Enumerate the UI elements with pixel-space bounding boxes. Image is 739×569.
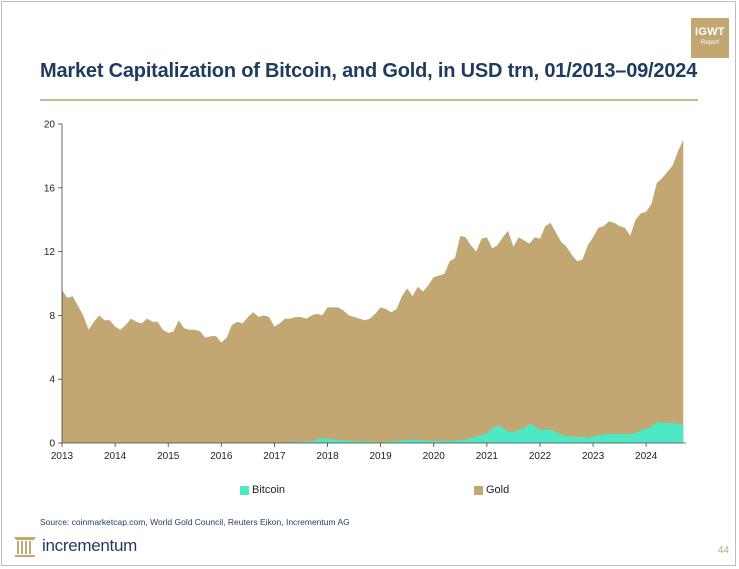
x-tick-label: 2018 — [316, 451, 339, 462]
logo-text: incrementum — [42, 536, 137, 555]
column-logo-icon — [14, 537, 36, 557]
incrementum-logo: incrementum — [12, 533, 137, 559]
legend-item-gold: Gold — [474, 484, 509, 496]
page-title: Market Capitalization of Bitcoin, and Go… — [40, 60, 698, 82]
chart-legend: Bitcoin Gold — [0, 484, 739, 500]
legend-swatch-bitcoin — [240, 485, 249, 495]
x-tick-label: 2017 — [263, 451, 286, 462]
series-area-bitcoin — [62, 421, 684, 443]
y-tick-label: 20 — [44, 120, 56, 131]
legend-label-bitcoin: Bitcoin — [252, 484, 286, 496]
x-tick-label: 2019 — [370, 451, 393, 462]
title-divider — [40, 99, 698, 101]
series-area-gold — [62, 139, 684, 443]
x-tick-label: 2021 — [476, 451, 499, 462]
legend-swatch-gold — [474, 485, 483, 495]
market-cap-chart: 0 4 8 12 16 20 2013 2014 2015 2016 2017 2018 2019 202… — [44, 120, 686, 462]
x-tick-label: 2014 — [104, 451, 127, 462]
badge-line2: Report — [700, 40, 719, 46]
y-tick-label: 4 — [49, 375, 55, 386]
x-tick-label: 2023 — [582, 451, 605, 462]
igwt-report-badge: IGWT Report — [691, 18, 729, 58]
x-tick-label: 2024 — [635, 451, 658, 462]
y-tick-label: 8 — [49, 311, 55, 322]
x-tick-label: 2016 — [210, 451, 233, 462]
x-tick-label: 2022 — [529, 451, 552, 462]
x-tick-label: 2015 — [157, 451, 180, 462]
legend-item-bitcoin: Bitcoin — [240, 484, 285, 496]
y-tick-label: 12 — [44, 247, 56, 258]
y-tick-label: 16 — [44, 183, 56, 194]
x-tick-label: 2013 — [51, 451, 74, 462]
x-tick-label: 2020 — [423, 451, 446, 462]
page-number: 44 — [717, 545, 729, 556]
y-tick-label: 0 — [49, 439, 55, 450]
legend-label-gold: Gold — [486, 484, 510, 496]
source-note: Source: coinmarketcap.com, World Gold Co… — [40, 517, 350, 527]
badge-line1: IGWT — [695, 26, 725, 38]
